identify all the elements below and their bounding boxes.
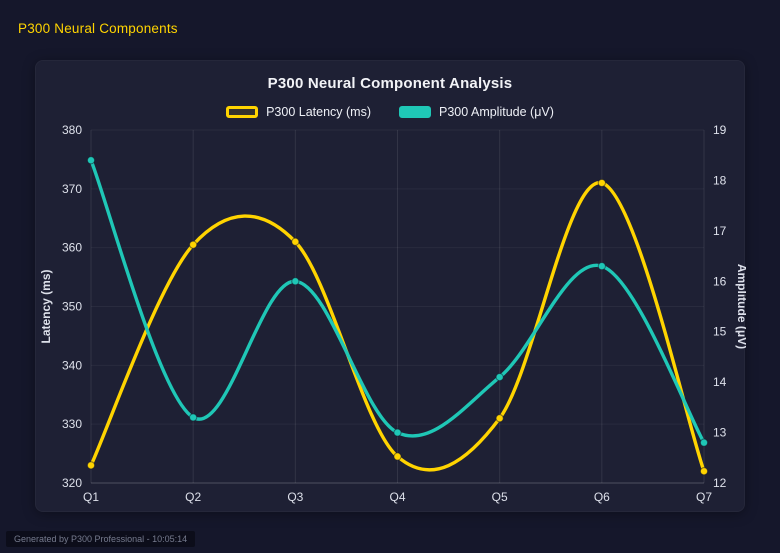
amplitude-data-point[interactable] <box>597 262 606 271</box>
legend-label: P300 Latency (ms) <box>266 105 371 119</box>
x-axis-tick-label: Q6 <box>594 490 610 504</box>
amplitude-data-point[interactable] <box>393 428 402 437</box>
left-axis-tick-label: 360 <box>62 241 82 255</box>
legend-item-amplitude[interactable]: P300 Amplitude (μV) <box>399 105 554 119</box>
footer-note: Generated by P300 Professional - 10:05:1… <box>6 531 196 547</box>
x-axis-tick-label: Q1 <box>83 490 99 504</box>
right-axis-tick-label: 19 <box>713 123 727 137</box>
latency-data-point[interactable] <box>495 414 504 423</box>
right-axis-tick-label: 12 <box>713 476 727 490</box>
amplitude-data-point[interactable] <box>86 156 96 165</box>
chart-card: P300 Neural Component Analysis P300 Late… <box>35 60 746 512</box>
x-axis-tick-label: Q5 <box>492 490 508 504</box>
latency-data-point[interactable] <box>291 237 300 246</box>
amplitude-data-point[interactable] <box>699 438 709 447</box>
x-axis-tick-label: Q7 <box>696 490 712 504</box>
left-axis-tick-label: 350 <box>62 300 82 314</box>
left-axis-title: Latency (ms) <box>39 269 53 343</box>
left-axis-tick-label: 330 <box>62 417 82 431</box>
amplitude-data-point[interactable] <box>291 277 300 286</box>
latency-data-point[interactable] <box>597 178 606 188</box>
chart-legend: P300 Latency (ms) P300 Amplitude (μV) <box>36 102 744 122</box>
legend-marker <box>399 106 431 118</box>
latency-data-point[interactable] <box>189 240 198 249</box>
latency-data-point[interactable] <box>699 467 709 476</box>
right-axis-tick-label: 14 <box>713 375 727 389</box>
x-axis-tick-label: Q3 <box>287 490 303 504</box>
right-axis-tick-label: 18 <box>713 173 727 187</box>
left-axis-tick-label: 380 <box>62 123 82 137</box>
chart-title: P300 Neural Component Analysis <box>267 75 513 92</box>
line-chart: 320 330 340 350 360 370 380 12 13 14 15 16 17 18 19 Q1 Q… <box>39 123 746 504</box>
right-axis-tick-label: 16 <box>713 274 727 288</box>
amplitude-data-point[interactable] <box>189 413 198 422</box>
left-axis-tick-label: 370 <box>62 182 82 196</box>
latency-data-point[interactable] <box>393 452 402 461</box>
right-axis-title: Amplitude (μV) <box>735 264 746 349</box>
left-axis-tick-label: 340 <box>62 358 82 372</box>
legend-marker <box>226 106 259 118</box>
legend-label: P300 Amplitude (μV) <box>439 105 554 119</box>
left-axis-tick-label: 320 <box>62 476 82 490</box>
right-axis-tick-label: 15 <box>713 325 727 339</box>
latency-data-point[interactable] <box>86 461 96 470</box>
x-axis-tick-label: Q2 <box>185 490 201 504</box>
x-axis-tick-label: Q4 <box>389 490 405 504</box>
amplitude-data-point[interactable] <box>495 373 504 382</box>
right-axis-tick-label: 13 <box>713 426 727 440</box>
right-axis-tick-label: 17 <box>713 224 727 238</box>
legend-item-latency[interactable]: P300 Latency (ms) <box>226 105 371 119</box>
page-title: P300 Neural Components <box>18 21 178 36</box>
